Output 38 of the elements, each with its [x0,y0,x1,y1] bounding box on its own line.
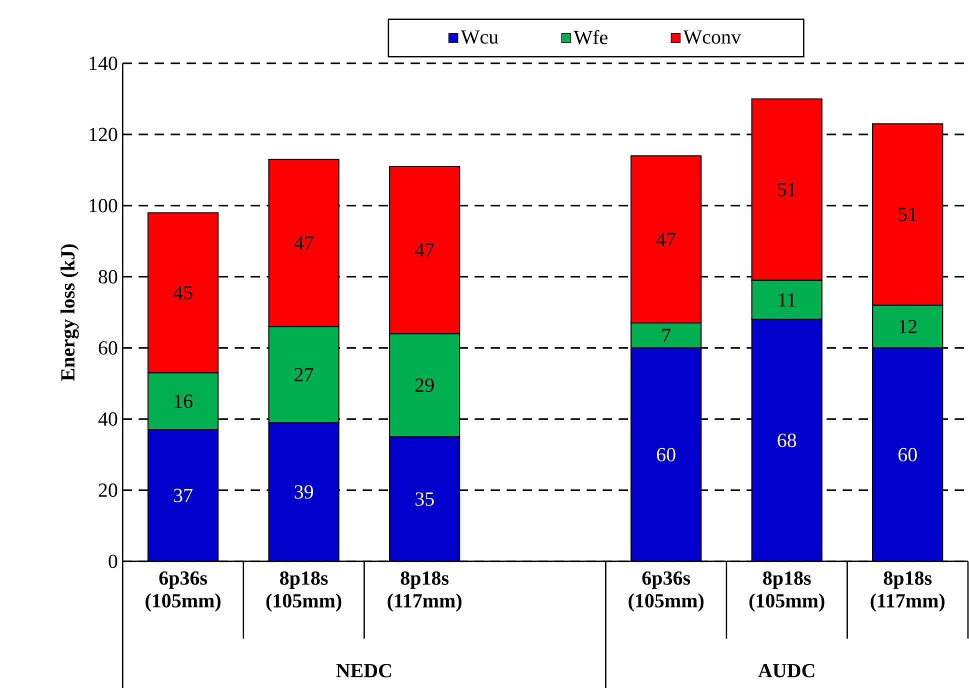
y-tick-label: 20 [98,484,118,498]
data-label: 45 [173,286,192,300]
x-tick-label: 8p18s (117mm) [388,572,462,612]
data-label: 12 [899,320,917,334]
data-label: 60 [898,448,917,462]
data-label: 47 [294,236,314,250]
y-tick-label: 120 [90,128,118,142]
data-label: 51 [778,183,796,196]
legend-label: Wfe [574,30,608,44]
y-tick-label: 80 [98,270,118,284]
data-label: 16 [174,394,192,408]
y-axis-title: Energy loss (kJ) [60,244,79,382]
y-tick-label: 60 [98,341,118,355]
data-label: 11 [778,293,796,307]
data-label: 47 [656,233,676,246]
data-label: 7 [662,329,671,342]
data-label: 68 [778,434,796,448]
x-tick-label: 6p36s (105mm) [628,572,704,612]
data-label: 51 [898,208,916,222]
y-tick-label: 0 [108,554,118,568]
legend-label: Wconv [683,30,742,44]
x-tick-label: 6p36s (105mm) [146,572,220,612]
legend-label: Wcu [460,30,498,44]
x-tick-label: 8p18s (105mm) [266,572,342,612]
data-label: 47 [414,244,434,257]
data-label: 27 [294,368,314,382]
data-label: 60 [656,448,676,462]
data-label: 29 [415,378,434,392]
x-tick-label: 8p18s (117mm) [870,572,944,612]
text: NEDC [336,664,392,678]
data-label: 39 [294,485,313,499]
text: AUDC [758,664,814,678]
y-tick-label: 100 [90,199,118,213]
x-tick-label: 8p18s (105mm) [749,572,824,612]
data-label: 35 [416,492,434,506]
y-tick-label: 40 [98,412,118,426]
y-tick-label: 140 [90,56,118,70]
data-label: 37 [174,488,192,502]
